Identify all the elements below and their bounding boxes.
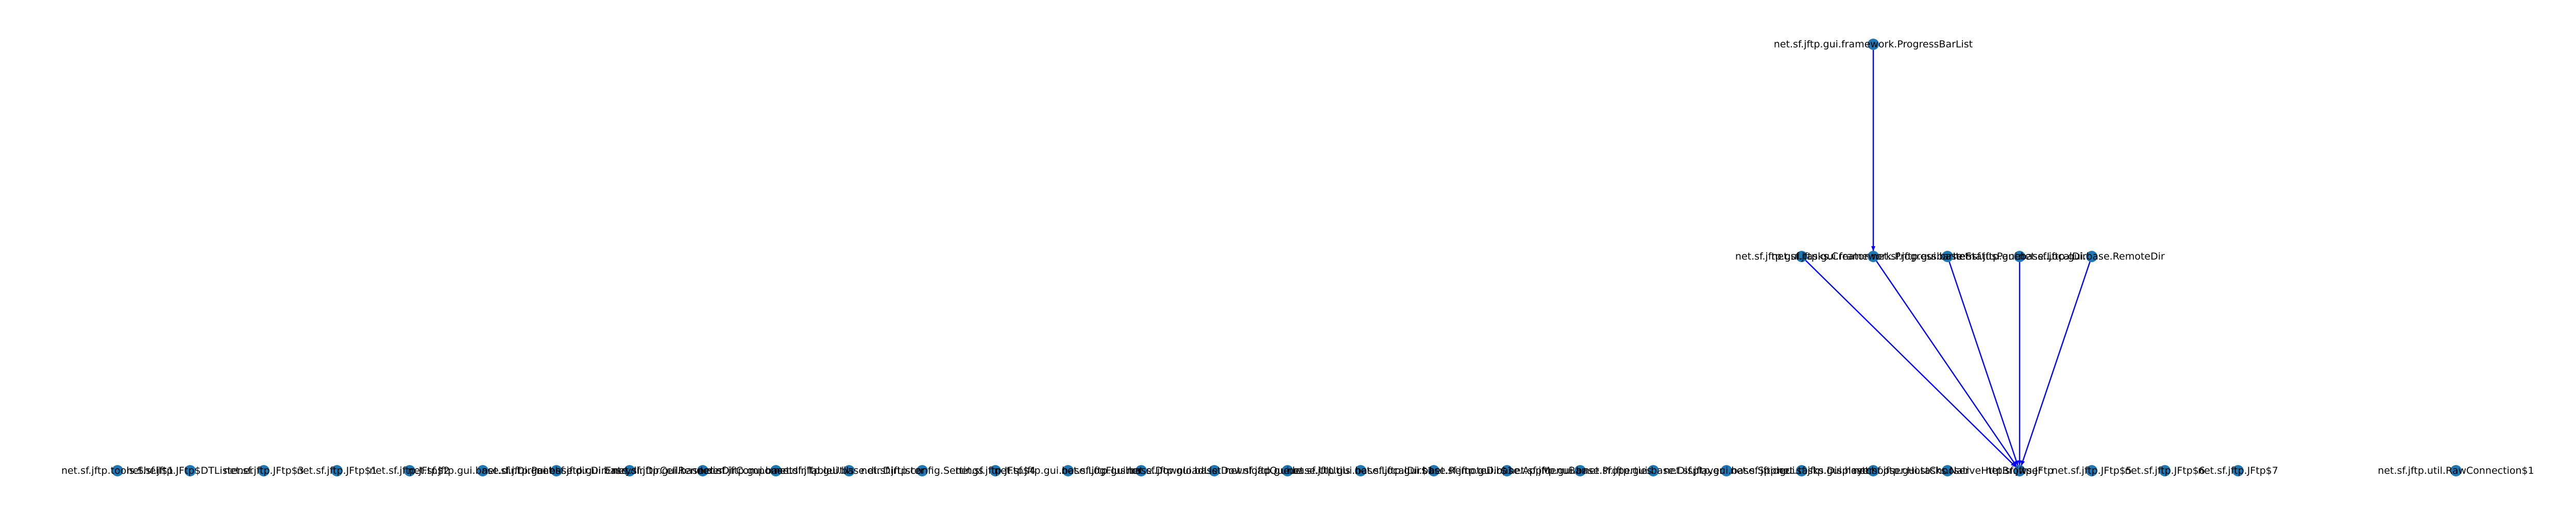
- node-label-b5: net.sf.jftp.JFtp$2: [369, 465, 450, 476]
- nodes-layer: [112, 39, 2462, 476]
- graph-node-b11[interactable]: [843, 465, 855, 476]
- node-label-b31: net.sf.jftp.util.RawConnection$1: [2378, 465, 2534, 476]
- graph-node-b28[interactable]: [2086, 465, 2097, 476]
- node-label-b18: net.sf.jftp.gui.base.LocalDir$1: [1287, 465, 1434, 476]
- node-label-b28: net.sf.jftp.JFtp$5: [2052, 465, 2132, 476]
- node-label-b24: net.sf.jftp.gui.tasks.Displayer: [1731, 465, 1873, 476]
- edge-m5-b27: [2021, 262, 2091, 466]
- graph-node-m5[interactable]: [2086, 251, 2097, 262]
- graph-node-m2[interactable]: [1868, 251, 1879, 262]
- graph-node-progressbarlist[interactable]: [1868, 39, 1879, 50]
- graph-node-b19[interactable]: [1428, 465, 1439, 476]
- graph-node-b21[interactable]: [1574, 465, 1586, 476]
- graph-node-b9[interactable]: [697, 465, 708, 476]
- graph-node-b25[interactable]: [1868, 465, 1879, 476]
- graph-node-m3[interactable]: [1942, 251, 1953, 262]
- labels-layer: net.sf.jftp.gui.framework.ProgressBarLis…: [61, 39, 2534, 476]
- node-label-b8: net.sf.jftp.gui.base.dir.DirCellRenderer: [536, 465, 723, 476]
- graph-node-b24[interactable]: [1796, 465, 1807, 476]
- graph-node-b22[interactable]: [1648, 465, 1659, 476]
- graph-node-b17[interactable]: [1282, 465, 1293, 476]
- graph-node-b30[interactable]: [2232, 465, 2244, 476]
- graph-node-b23[interactable]: [1721, 465, 1732, 476]
- node-label-b4: net.sf.jftp.JFtp$1: [297, 465, 377, 476]
- graph-node-b18[interactable]: [1355, 465, 1366, 476]
- graph-node-b7[interactable]: [551, 465, 562, 476]
- graph-node-m4[interactable]: [2014, 251, 2025, 262]
- graph-node-b16[interactable]: [1209, 465, 1220, 476]
- node-label-m2: net.sf.jftp.gui.framework.ProgressbarIte…: [1771, 251, 1975, 262]
- graph-node-b10[interactable]: [770, 465, 782, 476]
- node-label-b17: net.sf.jftp.gui.base.UIUtils: [1225, 465, 1350, 476]
- graph-node-b27[interactable]: [2014, 465, 2025, 476]
- graph-node-b8[interactable]: [624, 465, 635, 476]
- graph-node-b4[interactable]: [331, 465, 343, 476]
- node-label-b22: net.sf.jftp.gui.base.Displayer: [1583, 465, 1723, 476]
- node-label-m4: net.sf.jftp.gui.base.LocalDir: [1953, 251, 2087, 262]
- graph-node-b29[interactable]: [2159, 465, 2171, 476]
- edge-m1-b27: [1805, 260, 2016, 468]
- node-label-b21: net.sf.jftp.gui.base.Properties: [1509, 465, 1652, 476]
- edge-m2-b27: [1876, 261, 2017, 467]
- node-label-b7: net.sf.jftp.gui.base.dir.DirEntry: [482, 465, 631, 476]
- node-label-b9: net.sf.jftp.gui.base.dir.DirComponent: [613, 465, 793, 476]
- node-label-b15: net.sf.jftp.gui.base.DownloadList: [1061, 465, 1221, 476]
- node-label-b11: net.sf.jftp.gui.base.dir.DirLister: [774, 465, 924, 476]
- graph-node-b13[interactable]: [990, 465, 1001, 476]
- graph-node-b3[interactable]: [258, 465, 269, 476]
- graph-node-m1[interactable]: [1796, 251, 1807, 262]
- node-label-m1: net.sf.jftp.gui.tasks.Creator: [1735, 251, 1868, 262]
- graph-node-b20[interactable]: [1501, 465, 1513, 476]
- node-label-b20: net.sf.jftp.gui.base.AppMenuBar: [1429, 465, 1585, 476]
- node-label-b30: net.sf.jftp.JFtp$7: [2198, 465, 2278, 476]
- node-label-b29: net.sf.jftp.JFtp$6: [2125, 465, 2205, 476]
- graph-node-b26[interactable]: [1942, 465, 1953, 476]
- graph-node-b15[interactable]: [1136, 465, 1147, 476]
- node-label-b26: net.sf.jftp.gui.tasks.NativeHttpBrowser: [1853, 465, 2042, 476]
- node-label-b10: net.sf.jftp.gui.base.dir.TableUtils: [698, 465, 854, 476]
- node-label-b23: net.sf.jftp.gui.base.Spider: [1664, 465, 1789, 476]
- node-label-b16: net.sf.jftp.gui.base.DownloadQueue: [1127, 465, 1301, 476]
- node-label-b3: net.sf.jftp.JFtp$3: [224, 465, 304, 476]
- graph-node-b1[interactable]: [112, 465, 123, 476]
- node-label-b14: net.sf.jftp.gui.base.LogFlusher: [994, 465, 1142, 476]
- node-label-b27: net.sf.jftp.JFtp: [1986, 465, 2054, 476]
- node-label-m5: net.sf.jftp.gui.base.RemoteDir: [2019, 251, 2165, 262]
- graph-node-b2[interactable]: [184, 465, 196, 476]
- graph-node-b31[interactable]: [2450, 465, 2462, 476]
- node-label-m3: net.sf.jftp.gui.base.StatusPanel: [1872, 251, 2023, 262]
- edges-layer: [1805, 50, 2091, 468]
- node-label-b13: net.sf.jftp.JFtp$4: [955, 465, 1036, 476]
- node-label-b2: net.sf.jftp.JFtp$DTListener: [127, 465, 254, 476]
- node-label-b6: net.sf.jftp.gui.base.dir.DirPanel: [408, 465, 558, 476]
- node-label-b25: net.sf.jftp.gui.hostchooser.HostChooser: [1777, 465, 1970, 476]
- graph-node-b12[interactable]: [917, 465, 928, 476]
- node-label-b19: net.sf.jftp.gui.base.RemoteDir$1: [1354, 465, 1513, 476]
- graph-node-b5[interactable]: [404, 465, 415, 476]
- graph-node-b14[interactable]: [1062, 465, 1074, 476]
- edge-m3-b27: [1948, 262, 2019, 466]
- node-label-b1: net.sf.jftp.tools.Shell$1: [61, 465, 174, 476]
- graph-node-b6[interactable]: [477, 465, 488, 476]
- node-label-progressbarlist: net.sf.jftp.gui.framework.ProgressBarLis…: [1774, 39, 1973, 50]
- node-label-b12: net.sf.jftp.config.Settings: [861, 465, 984, 476]
